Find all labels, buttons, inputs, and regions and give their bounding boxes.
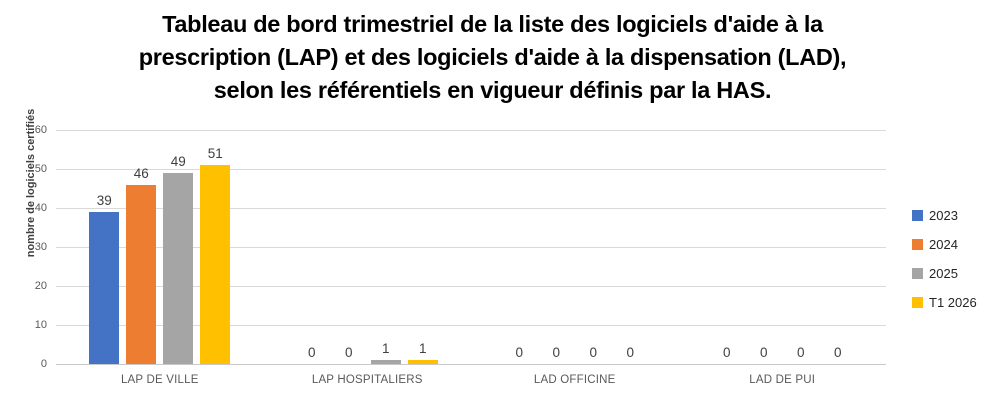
gridline [56, 286, 886, 287]
legend-label: 2024 [929, 237, 958, 252]
chart-title-line: Tableau de bord trimestriel de la liste … [162, 11, 823, 37]
data-label-2023-lad-de-pui: 0 [722, 345, 731, 360]
y-tick-label: 60 [34, 123, 47, 136]
legend-entry-2024: 2024 [912, 236, 977, 253]
y-tick-label: 30 [34, 240, 47, 253]
data-label-2023-lad-officine: 0 [515, 345, 523, 360]
data-label-t1-2026-lad-de-pui: 0 [833, 345, 842, 360]
legend: 2023 2024 2025 T1 2026 [912, 207, 977, 323]
legend-entry-2025: 2025 [912, 265, 977, 282]
data-label-2024-lad-officine: 0 [552, 345, 560, 360]
bar-2024-lap-de-ville [126, 185, 157, 364]
y-tick-label: 20 [34, 279, 47, 292]
bar-2025-lap-de-ville [163, 173, 194, 364]
legend-label: T1 2026 [929, 295, 977, 310]
data-label-2025-lap-hospitaliers: 1 [381, 341, 390, 356]
legend-label: 2025 [929, 266, 958, 281]
chart-title-line: prescription (LAP) et des logiciels d'ai… [138, 44, 847, 70]
data-label-t1-2026-lap-hospitaliers: 1 [418, 341, 427, 356]
legend-marker-icon [912, 297, 923, 308]
y-axis-title: nombre de logiciels certifiés [25, 108, 37, 258]
gridline [56, 325, 886, 326]
x-category-label: LAP DE VILLE [120, 374, 199, 386]
y-tick-label: 50 [34, 162, 47, 175]
legend-entry-2023: 2023 [912, 207, 977, 224]
chart-title-line: selon les référentiels en vigueur défini… [213, 77, 772, 103]
gridline [56, 169, 886, 170]
data-label-t1-2026-lad-officine: 0 [626, 345, 634, 360]
data-label-2025-lad-de-pui: 0 [796, 345, 805, 360]
gridline [56, 247, 886, 248]
chart-title: Tableau de bord trimestriel de la liste … [0, 8, 985, 107]
data-label-2024-lap-hospitaliers: 0 [344, 345, 353, 360]
legend-label: 2023 [929, 208, 958, 223]
gridline [56, 208, 886, 209]
legend-entry-t1-2026: T1 2026 [912, 294, 977, 311]
legend-marker-icon [912, 210, 923, 221]
data-label-2025-lad-officine: 0 [589, 345, 597, 360]
y-tick-label: 40 [34, 201, 47, 214]
y-tick-label: 0 [40, 357, 47, 370]
x-axis-line [56, 364, 886, 365]
y-tick-label: 10 [34, 318, 47, 331]
x-category-label: LAP HOSPITALIERS [311, 374, 423, 386]
legend-marker-icon [912, 239, 923, 250]
bar-2023-lap-de-ville [89, 212, 120, 364]
data-label-2025-lap-de-ville: 49 [170, 154, 186, 169]
data-label-2024-lad-de-pui: 0 [759, 345, 768, 360]
data-label-2023-lap-de-ville: 39 [96, 193, 112, 208]
bar-2025-lap-hospitaliers [370, 360, 401, 364]
x-category-label: LAD OFFICINE [533, 374, 616, 386]
bar-t1-2026-lap-hospitaliers [407, 360, 438, 364]
x-category-label: LAD DE PUI [749, 374, 816, 386]
gridline [56, 130, 886, 131]
bar-t1-2026-lap-de-ville [200, 165, 231, 364]
legend-marker-icon [912, 268, 923, 279]
data-label-2023-lap-hospitaliers: 0 [307, 345, 316, 360]
data-label-t1-2026-lap-de-ville: 51 [207, 146, 223, 161]
data-label-2024-lap-de-ville: 46 [133, 166, 149, 181]
